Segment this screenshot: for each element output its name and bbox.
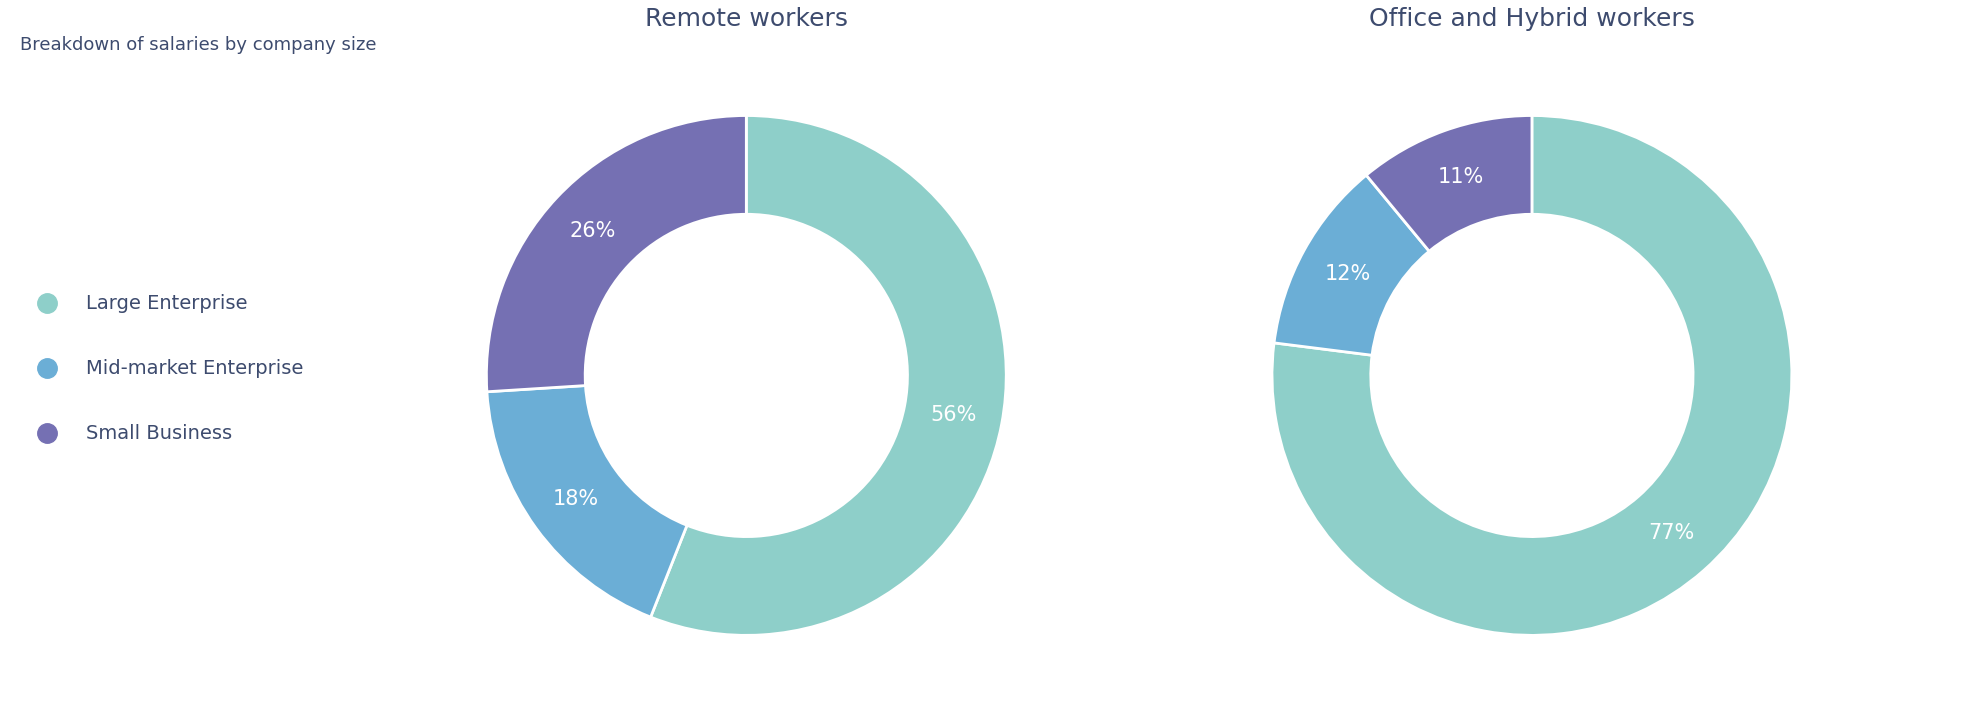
Wedge shape — [487, 116, 746, 392]
Text: Mid-market Enterprise: Mid-market Enterprise — [86, 359, 304, 378]
Text: Large Enterprise: Large Enterprise — [86, 294, 247, 313]
Text: 11%: 11% — [1438, 168, 1483, 187]
Wedge shape — [1367, 116, 1532, 251]
Text: Small Business: Small Business — [86, 424, 232, 443]
Wedge shape — [650, 116, 1006, 635]
Wedge shape — [1273, 116, 1791, 635]
Text: Breakdown of salaries by company size: Breakdown of salaries by company size — [20, 36, 377, 54]
Text: 26%: 26% — [570, 222, 617, 241]
Wedge shape — [1275, 175, 1430, 355]
Text: 77%: 77% — [1648, 523, 1695, 544]
Title: Remote workers: Remote workers — [644, 6, 848, 30]
Text: 18%: 18% — [554, 490, 599, 509]
Text: 56%: 56% — [929, 405, 976, 425]
Text: 12%: 12% — [1324, 264, 1371, 284]
Wedge shape — [487, 386, 687, 617]
Title: Office and Hybrid workers: Office and Hybrid workers — [1369, 6, 1695, 30]
